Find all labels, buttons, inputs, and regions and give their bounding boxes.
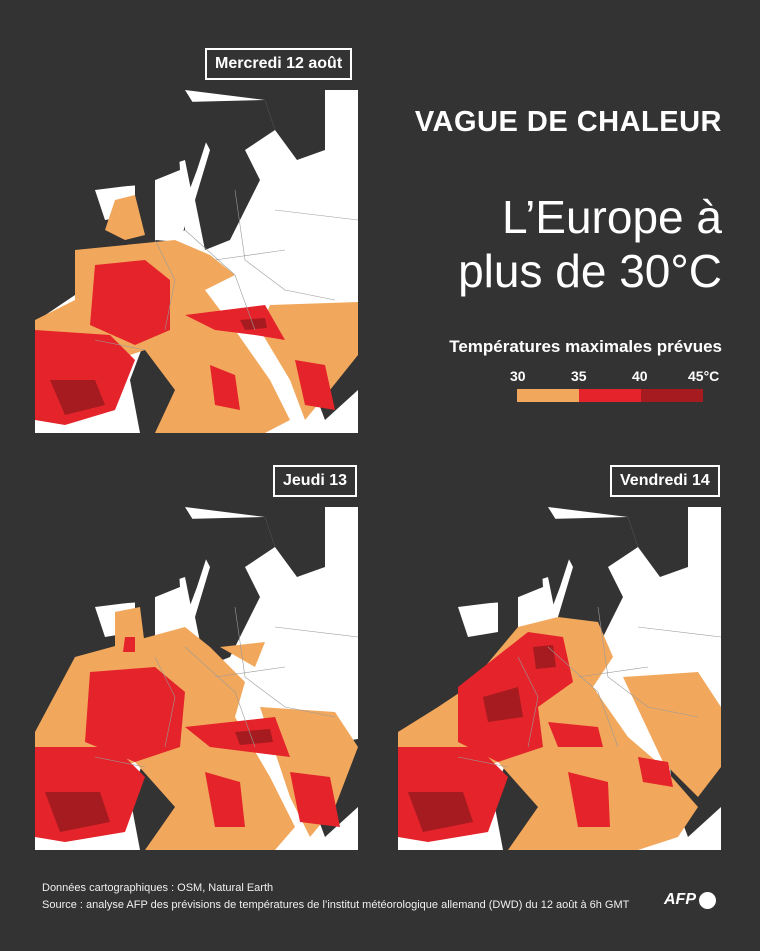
date-label-friday: Vendredi 14 <box>610 465 720 497</box>
borders <box>94 606 358 768</box>
legend-swatch-30-35 <box>517 389 579 402</box>
borders <box>94 189 358 351</box>
legend-title: Températures maximales prévues <box>449 337 722 356</box>
credits: Données cartographiques : OSM, Natural E… <box>42 880 629 914</box>
kicker: VAGUE DE CHALEUR <box>414 106 722 138</box>
credits-source: Source : analyse AFP des prévisions de t… <box>42 899 630 911</box>
heat-40 <box>50 318 267 415</box>
map-thursday <box>35 507 358 850</box>
heat-30 <box>398 617 721 850</box>
legend-tick: 45°C <box>688 368 720 384</box>
date-label-wednesday: Mercredi 12 août <box>205 48 353 80</box>
title-line-1: L’Europe à <box>502 191 722 243</box>
afp-logo-text: AFP <box>664 891 696 908</box>
map-friday <box>398 507 721 850</box>
date-label-thursday: Jeudi 13 <box>273 465 358 497</box>
title-line-2: plus de 30°C <box>458 245 722 297</box>
legend-swatch-35-40 <box>579 389 641 402</box>
afp-logo-dot-icon <box>699 891 716 909</box>
credits-data: Données cartographiques : OSM, Natural E… <box>42 882 274 894</box>
afp-logo: AFP <box>664 891 716 909</box>
legend-tick: 35 <box>571 368 587 384</box>
title: L’Europe à plus de 30°C <box>382 190 722 298</box>
heat-40 <box>45 729 273 832</box>
legend-tick: 40 <box>632 368 648 384</box>
legend-tick: 30 <box>510 368 526 384</box>
map-wednesday <box>35 90 358 433</box>
legend-swatch-40-45 <box>641 389 703 402</box>
heat-40 <box>408 645 556 832</box>
borders <box>457 606 721 768</box>
